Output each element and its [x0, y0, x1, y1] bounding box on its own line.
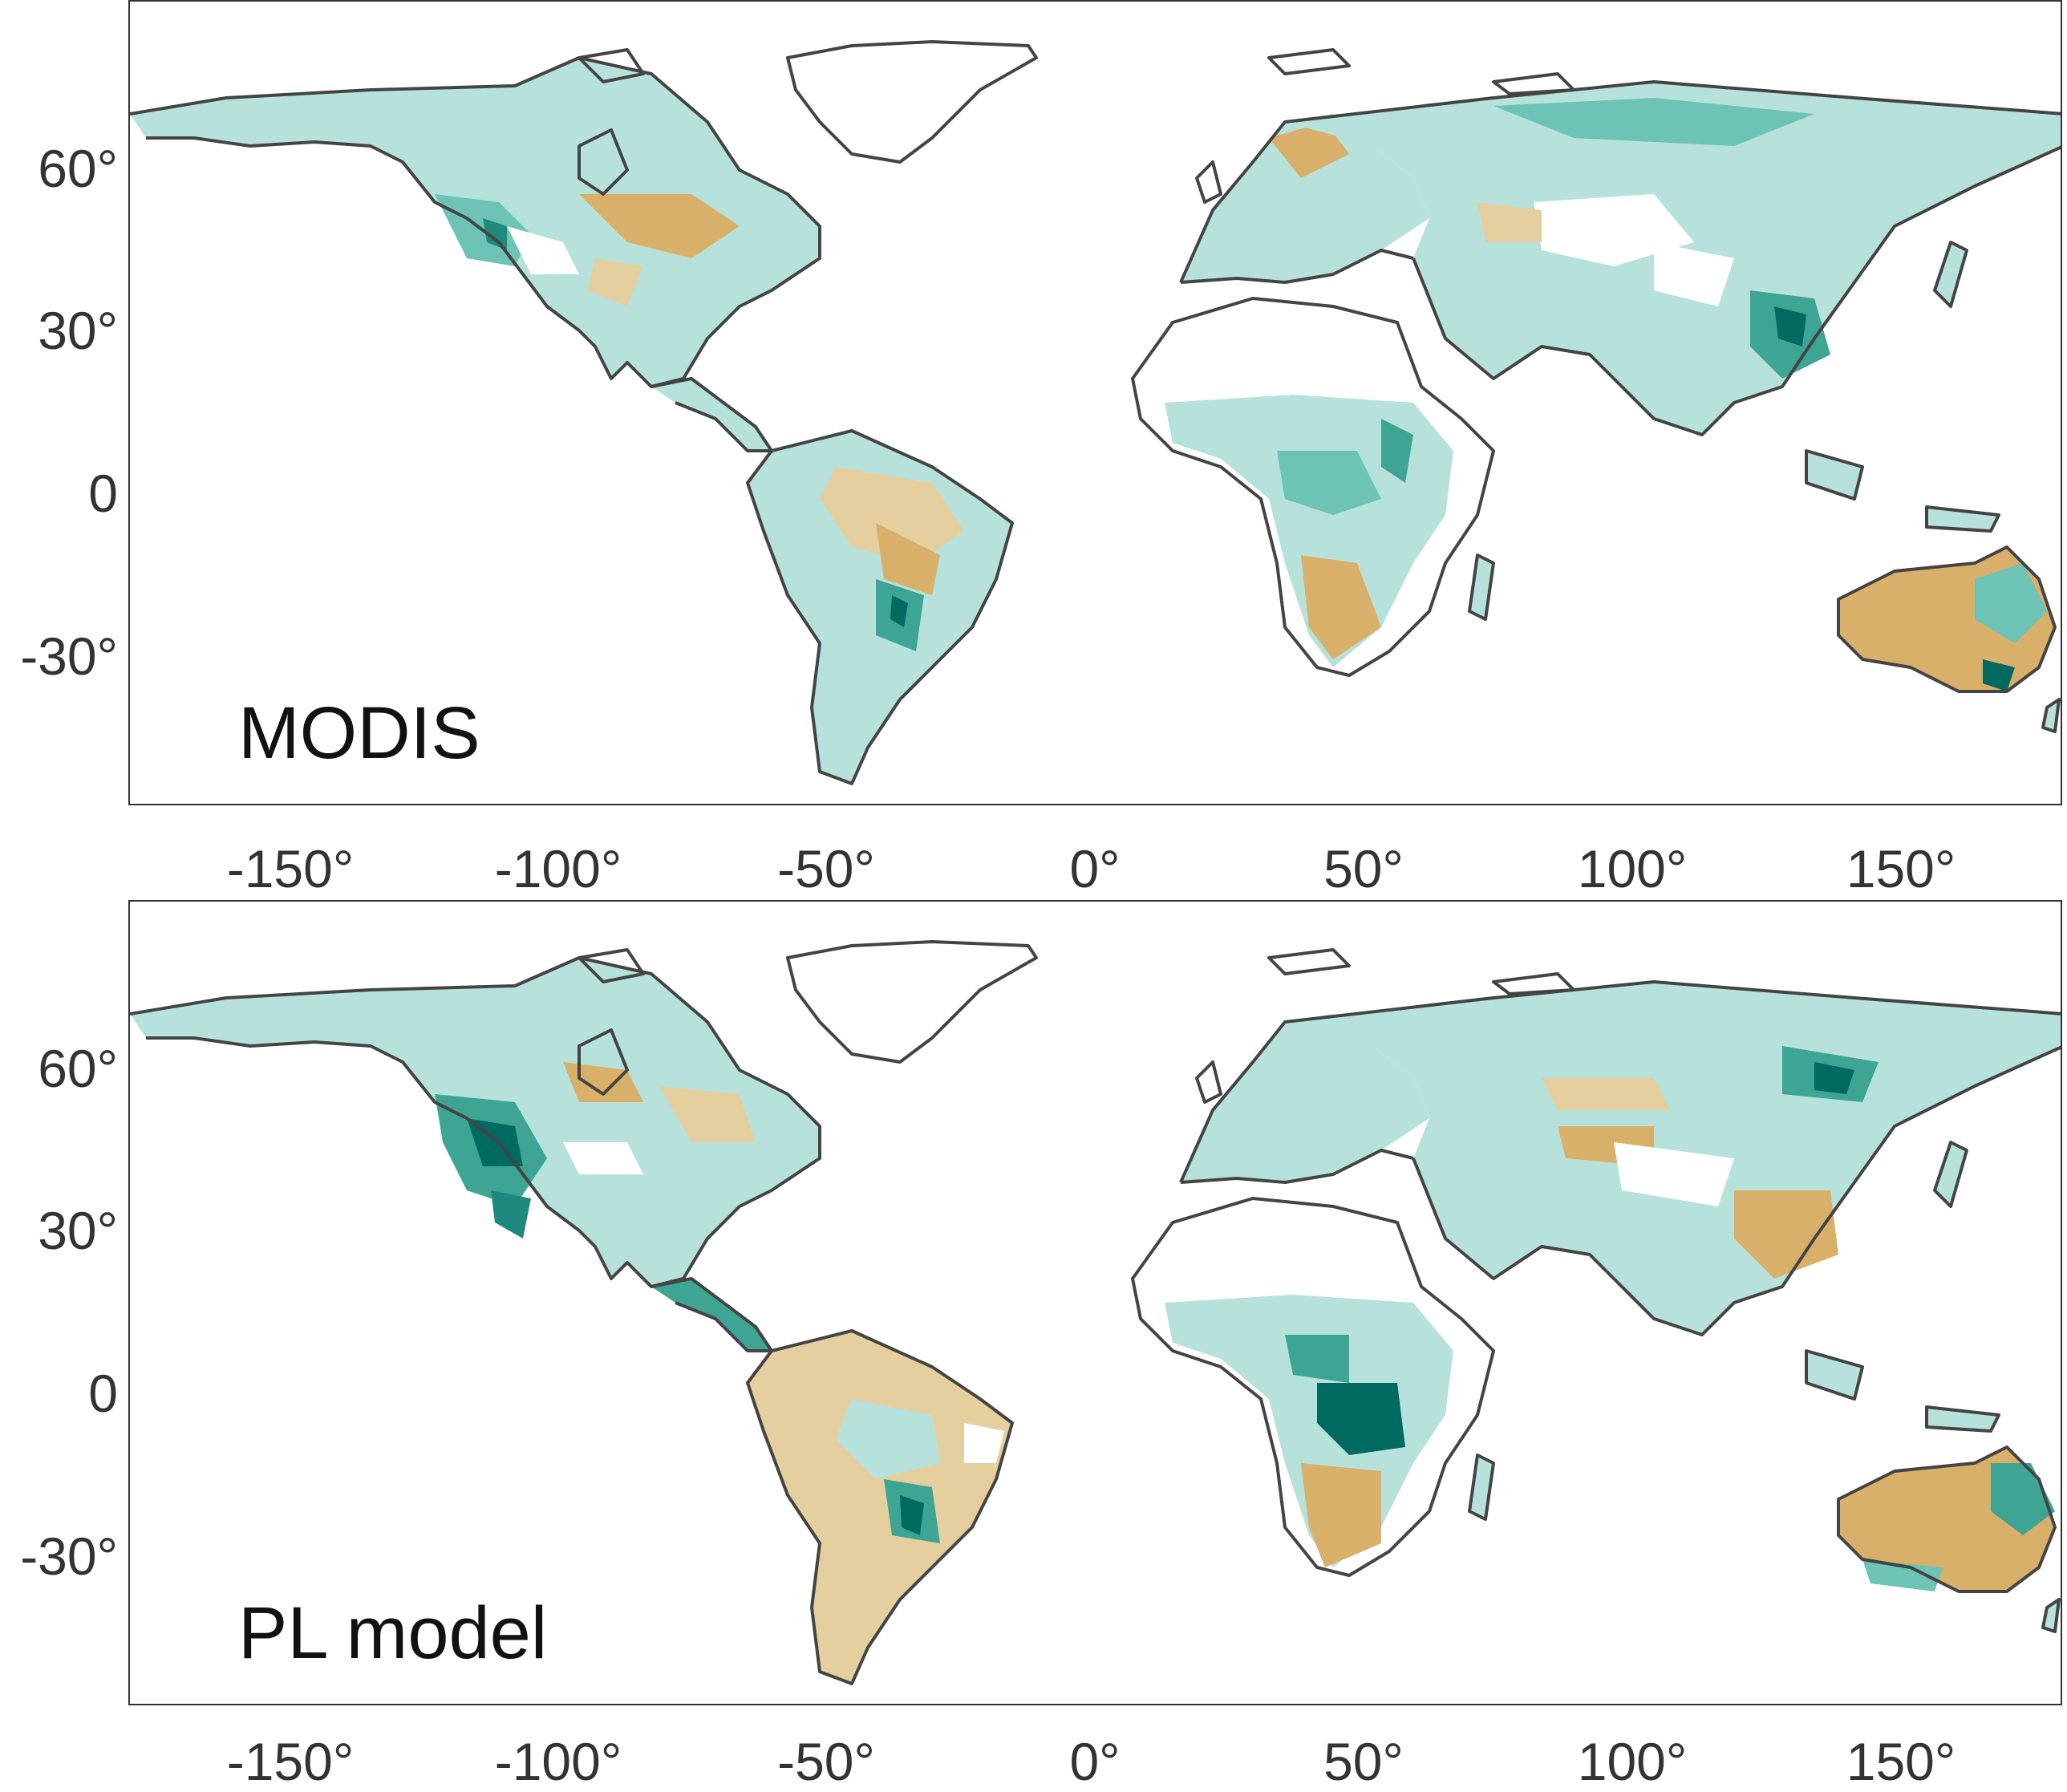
greenland [786, 40, 1038, 164]
x-tick-label: -100° [494, 839, 622, 898]
x-tick-label: 0° [1069, 839, 1121, 898]
y-tick-label: 0 [88, 464, 118, 523]
x-tick-label: 100° [1577, 1732, 1688, 1791]
x-tick-label: 150° [1846, 1732, 1956, 1791]
panel-label-pl-model: PL model [238, 1592, 548, 1674]
land-fill-layer [130, 958, 2061, 1684]
y-tick-label: 30° [38, 301, 118, 360]
x-tick-label: -150° [226, 1732, 355, 1791]
x-tick-label: -50° [777, 839, 875, 898]
y-tick-label: 30° [38, 1201, 118, 1260]
map-panel-pl-model: PL model [128, 900, 2062, 1705]
central-america [651, 379, 772, 451]
x-tick-label: -50° [777, 1732, 875, 1791]
map-canvas-pl-model [130, 940, 2061, 1685]
y-tick-label: 60° [38, 139, 118, 198]
greenland [786, 940, 1038, 1064]
y-tick-label: 60° [38, 1039, 118, 1098]
map-panel-modis: MODIS [128, 0, 2062, 805]
x-tick-label: 150° [1846, 839, 1956, 898]
europe [1181, 114, 1429, 282]
x-tick-label: 100° [1577, 839, 1688, 898]
central-america [651, 1279, 772, 1351]
x-tick-label: -150° [226, 839, 355, 898]
map-canvas-modis [130, 40, 2061, 785]
panel-label-modis: MODIS [238, 692, 480, 774]
x-tick-label: 50° [1323, 839, 1404, 898]
y-tick-label: -30° [20, 626, 118, 686]
x-tick-label: -100° [494, 1732, 622, 1791]
europe [1181, 1014, 1429, 1182]
coastline-layer [130, 940, 2061, 1685]
y-tick-label: -30° [20, 1526, 118, 1586]
land-fill-layer [130, 58, 2061, 784]
y-tick-label: 0 [88, 1364, 118, 1423]
coastline-layer [130, 40, 2061, 785]
x-tick-label: 0° [1069, 1732, 1121, 1791]
x-tick-label: 50° [1323, 1732, 1404, 1791]
